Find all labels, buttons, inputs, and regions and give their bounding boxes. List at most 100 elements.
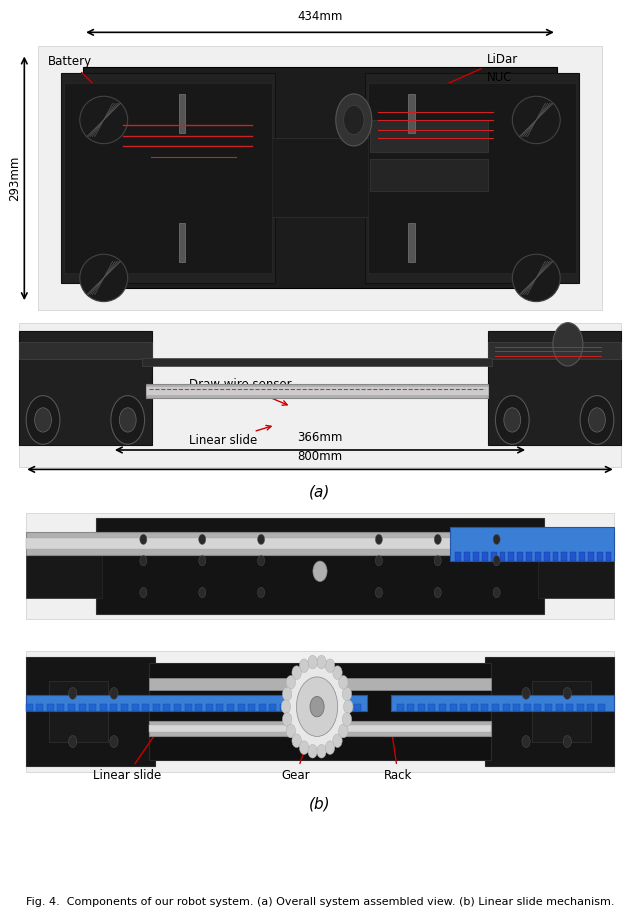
Bar [163, 704, 170, 711]
Circle shape [281, 699, 291, 713]
Bar [174, 704, 181, 711]
Circle shape [553, 322, 583, 366]
Circle shape [325, 659, 335, 673]
Bar [333, 704, 340, 711]
Circle shape [140, 555, 147, 565]
Circle shape [344, 699, 353, 713]
Bar [488, 342, 621, 359]
Circle shape [522, 736, 530, 748]
Bar [96, 518, 544, 614]
Bar [145, 383, 488, 398]
Text: STM32: STM32 [413, 93, 526, 136]
Bar [418, 704, 425, 711]
Bar [500, 553, 506, 561]
Bar [179, 93, 186, 133]
Bar [145, 386, 488, 395]
Bar [449, 527, 614, 561]
Circle shape [339, 724, 348, 738]
Bar [538, 534, 614, 598]
Ellipse shape [513, 254, 560, 301]
Circle shape [140, 534, 147, 544]
Bar [407, 704, 414, 711]
Bar [485, 658, 614, 765]
Ellipse shape [513, 96, 560, 143]
Bar [397, 704, 404, 711]
Circle shape [495, 395, 529, 444]
Bar [545, 704, 552, 711]
Bar [535, 553, 541, 561]
Bar [19, 323, 621, 467]
Text: 800mm: 800mm [298, 450, 342, 463]
Bar [526, 553, 532, 561]
Text: Suspension: Suspension [401, 119, 554, 165]
Bar [534, 704, 541, 711]
Bar [588, 704, 595, 711]
Circle shape [493, 534, 500, 544]
Bar [26, 704, 33, 711]
Bar [153, 704, 160, 711]
Circle shape [286, 675, 296, 689]
Text: Mecanum wheels: Mecanum wheels [381, 145, 563, 198]
Bar [149, 678, 491, 690]
Bar [83, 67, 557, 288]
Circle shape [292, 734, 301, 748]
Circle shape [589, 407, 605, 432]
Bar [68, 704, 75, 711]
Ellipse shape [80, 254, 127, 301]
Circle shape [493, 588, 500, 598]
Circle shape [300, 659, 309, 673]
Bar [439, 704, 446, 711]
Bar [513, 704, 520, 711]
Bar [47, 704, 54, 711]
Bar [237, 704, 244, 711]
Bar [517, 553, 523, 561]
Bar [89, 704, 96, 711]
Bar [408, 223, 415, 262]
Circle shape [339, 675, 348, 689]
Circle shape [313, 561, 327, 581]
Circle shape [375, 555, 383, 565]
Circle shape [296, 677, 338, 736]
Text: LiDar: LiDar [407, 53, 518, 102]
Circle shape [325, 741, 335, 755]
Circle shape [282, 712, 292, 726]
Circle shape [198, 588, 206, 598]
Bar [36, 704, 44, 711]
Bar [460, 704, 467, 711]
Text: 366mm: 366mm [298, 431, 342, 444]
Text: (a): (a) [309, 484, 331, 499]
Bar [132, 704, 139, 711]
Bar [26, 539, 614, 549]
Circle shape [68, 736, 77, 748]
Bar [344, 704, 351, 711]
Bar [561, 553, 567, 561]
Circle shape [119, 407, 136, 432]
Bar [61, 73, 275, 283]
Bar [449, 704, 456, 711]
Text: Linear slide: Linear slide [93, 726, 161, 782]
Bar [280, 704, 287, 711]
Text: (IMU): (IMU) [488, 115, 519, 128]
Circle shape [110, 687, 118, 699]
Bar [488, 331, 621, 445]
Text: 434mm: 434mm [298, 10, 342, 23]
Circle shape [344, 105, 364, 135]
Bar [149, 721, 491, 736]
Circle shape [282, 687, 292, 700]
Bar [248, 704, 255, 711]
Text: Battery: Battery [48, 55, 134, 125]
Bar [312, 704, 319, 711]
Bar [79, 704, 86, 711]
Circle shape [375, 588, 383, 598]
Text: NUC: NUC [420, 71, 512, 116]
Text: (Motors): (Motors) [488, 164, 537, 177]
Bar [216, 704, 223, 711]
Circle shape [300, 741, 309, 755]
Circle shape [26, 395, 60, 444]
Bar [566, 704, 573, 711]
Circle shape [522, 687, 530, 699]
Text: Draw wire sensor: Draw wire sensor [189, 378, 291, 405]
Circle shape [434, 588, 442, 598]
Bar [456, 553, 461, 561]
Text: (b): (b) [309, 796, 331, 811]
